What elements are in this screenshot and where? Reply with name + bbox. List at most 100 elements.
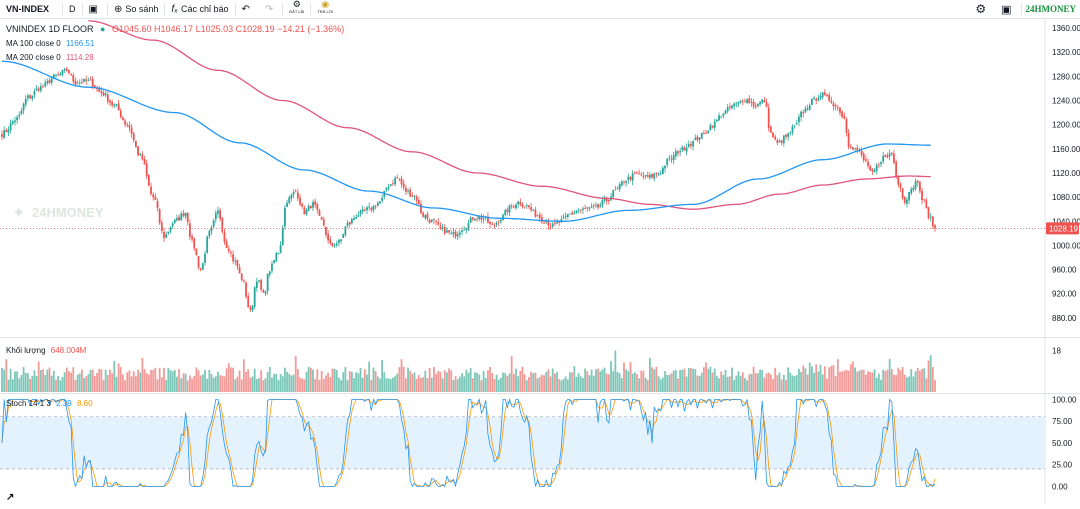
candle-body bbox=[718, 115, 720, 120]
candle-body bbox=[494, 225, 496, 226]
candle-body bbox=[677, 151, 679, 153]
volume-bar bbox=[815, 364, 817, 392]
volume-bar bbox=[332, 369, 334, 392]
legend-dot: ● bbox=[100, 24, 105, 34]
volume-bar bbox=[874, 369, 876, 392]
candle-body bbox=[14, 120, 16, 122]
trade-button[interactable]: ◉TRẢ LỜI bbox=[311, 0, 339, 18]
volume-bar bbox=[491, 373, 493, 392]
candle-body bbox=[273, 260, 275, 263]
candle-body bbox=[625, 181, 627, 183]
candle-body bbox=[524, 206, 526, 207]
set-alert-button[interactable]: ⚙ĐẶT LÃI bbox=[283, 0, 310, 18]
compare-button[interactable]: ⊕So sánh bbox=[108, 0, 164, 18]
candle-body bbox=[820, 96, 822, 99]
volume-bar bbox=[494, 379, 496, 392]
candle-body bbox=[452, 232, 454, 234]
volume-bar bbox=[284, 368, 286, 392]
volume-bar bbox=[409, 371, 411, 392]
candle-body bbox=[552, 224, 554, 227]
volume-bar bbox=[150, 370, 152, 392]
candle-body bbox=[513, 207, 515, 208]
volume-bar bbox=[617, 372, 619, 392]
candle-body bbox=[925, 200, 927, 208]
volume-bar bbox=[113, 361, 115, 392]
volume-bar bbox=[884, 371, 886, 392]
candle-body bbox=[573, 213, 575, 214]
volume-bar bbox=[798, 369, 800, 392]
volume-bar bbox=[23, 367, 25, 392]
chart-svg[interactable]: ✦24HMONEY1360.001320.001280.001240.00120… bbox=[0, 19, 1080, 504]
candle-body bbox=[563, 217, 565, 218]
candle-body bbox=[699, 138, 701, 140]
candle-body bbox=[349, 222, 351, 224]
candle-body bbox=[437, 222, 439, 224]
volume-bar bbox=[880, 380, 882, 392]
volume-bar bbox=[705, 362, 707, 392]
volume-bar bbox=[1, 368, 3, 392]
symbol-search[interactable]: VN-INDEX bbox=[0, 0, 62, 18]
volume-bar bbox=[53, 371, 55, 392]
candle-body bbox=[446, 230, 448, 232]
volume-bar bbox=[163, 368, 165, 392]
candle-body bbox=[578, 210, 580, 211]
candle-body bbox=[660, 173, 662, 174]
candle-body bbox=[340, 239, 342, 241]
price-tick-label: 880.00 bbox=[1052, 314, 1077, 323]
snapshot-button[interactable]: ▣ bbox=[995, 0, 1020, 18]
candle-body bbox=[833, 103, 835, 106]
volume-bar bbox=[707, 369, 709, 392]
volume-bar bbox=[308, 367, 310, 392]
volume-bar bbox=[79, 374, 81, 392]
candle-body bbox=[483, 219, 485, 220]
candle-body bbox=[36, 89, 38, 91]
candle-body bbox=[474, 219, 476, 221]
volume-bar bbox=[49, 367, 51, 392]
candle-body bbox=[409, 190, 411, 197]
volume-bar bbox=[848, 371, 850, 392]
candle-body bbox=[504, 210, 506, 215]
candle-body bbox=[357, 215, 359, 217]
candle-body bbox=[666, 159, 668, 165]
volume-bar bbox=[651, 367, 653, 392]
candle-body bbox=[46, 81, 48, 83]
settings-button[interactable]: ⚙ bbox=[969, 0, 995, 18]
volume-bar bbox=[70, 373, 72, 392]
volume-bar bbox=[390, 379, 392, 392]
volume-bar bbox=[273, 374, 275, 392]
volume-bar bbox=[124, 380, 126, 392]
volume-bar bbox=[137, 370, 139, 392]
volume-bar bbox=[100, 369, 102, 392]
volume-bar bbox=[278, 380, 280, 392]
chart-type-button[interactable]: ▣ bbox=[83, 0, 107, 18]
candle-body bbox=[755, 106, 757, 107]
volume-bar bbox=[59, 380, 61, 392]
volume-bar bbox=[368, 362, 370, 392]
volume-bar bbox=[474, 372, 476, 392]
volume-bar bbox=[796, 375, 798, 392]
undo-button[interactable]: ↶ bbox=[236, 0, 259, 18]
interval-button[interactable]: D bbox=[63, 0, 82, 18]
volume-bar bbox=[118, 363, 120, 392]
volume-bar bbox=[871, 373, 873, 392]
candle-body bbox=[198, 256, 200, 267]
volume-bar bbox=[833, 365, 835, 392]
ma200-value: 1114.28 bbox=[66, 53, 94, 62]
candle-body bbox=[92, 79, 94, 87]
candle-body bbox=[597, 204, 599, 207]
candle-body bbox=[424, 215, 426, 218]
volume-bar bbox=[925, 378, 927, 392]
candle-body bbox=[157, 201, 159, 208]
candle-body bbox=[75, 81, 77, 85]
volume-bar bbox=[807, 375, 809, 392]
volume-bar bbox=[195, 367, 197, 392]
volume-bar bbox=[55, 380, 57, 392]
volume-bar bbox=[96, 373, 98, 392]
candle-body bbox=[889, 153, 891, 156]
candle-body bbox=[316, 204, 318, 210]
volume-bar bbox=[429, 368, 431, 392]
volume-bar bbox=[344, 367, 346, 392]
redo-button[interactable]: ↷ bbox=[259, 0, 282, 18]
